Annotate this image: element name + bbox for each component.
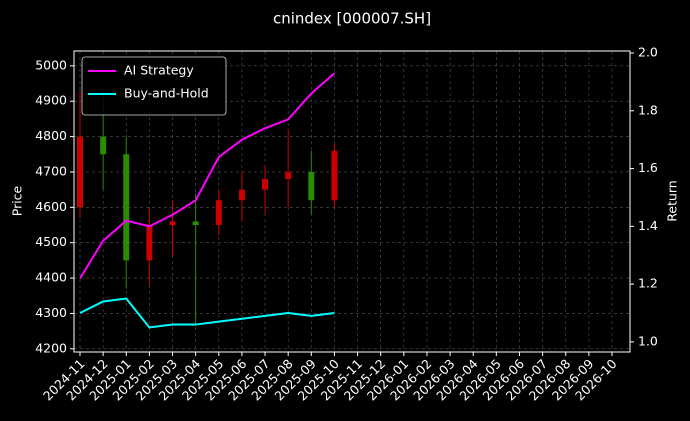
legend-box — [81, 56, 227, 116]
y2-tick-label: 2.0 — [638, 45, 658, 60]
y-tick-label: 4800 — [35, 128, 67, 143]
candle-body — [169, 221, 176, 226]
return-line — [79, 297, 335, 329]
legend: AI Strategy Buy-and-Hold — [81, 56, 227, 116]
y-axis-label: Price — [10, 185, 25, 216]
y2-tick-label: 1.4 — [638, 218, 658, 233]
candle-body — [100, 136, 107, 155]
y-tick-label: 4400 — [35, 270, 67, 285]
candle-body — [238, 189, 245, 201]
y-tick-label: 4700 — [35, 163, 67, 178]
y-tick-label: 4200 — [35, 340, 67, 355]
candle-body — [285, 171, 292, 180]
y-tick-label: 4300 — [35, 305, 67, 320]
chart-title: cnindex [000007.SH] — [273, 10, 431, 28]
candle-body — [77, 136, 83, 208]
y2-tick-label: 1.8 — [638, 102, 658, 117]
candle-body — [192, 221, 199, 226]
candle-body — [262, 179, 269, 190]
y-tick-label: 4600 — [35, 199, 67, 214]
y2-tick-label: 1.2 — [638, 276, 658, 291]
candle-body — [308, 171, 315, 201]
candle-body — [146, 225, 153, 261]
candle-body — [215, 200, 222, 226]
y-tick-label: 4500 — [35, 234, 67, 249]
plot-marks — [77, 72, 338, 329]
y2-tick-label: 1.6 — [638, 160, 658, 175]
candle-body — [331, 150, 338, 201]
y2-tick-label: 1.0 — [638, 333, 658, 348]
y-tick-label: 5000 — [35, 57, 67, 72]
candle-body — [123, 154, 130, 261]
legend-label: AI Strategy — [124, 63, 194, 78]
y2-axis-label: Return — [665, 180, 680, 221]
plot-frame — [73, 50, 631, 353]
return-line — [79, 72, 336, 279]
legend-label: Buy-and-Hold — [124, 86, 209, 101]
y-tick-label: 4900 — [35, 93, 67, 108]
